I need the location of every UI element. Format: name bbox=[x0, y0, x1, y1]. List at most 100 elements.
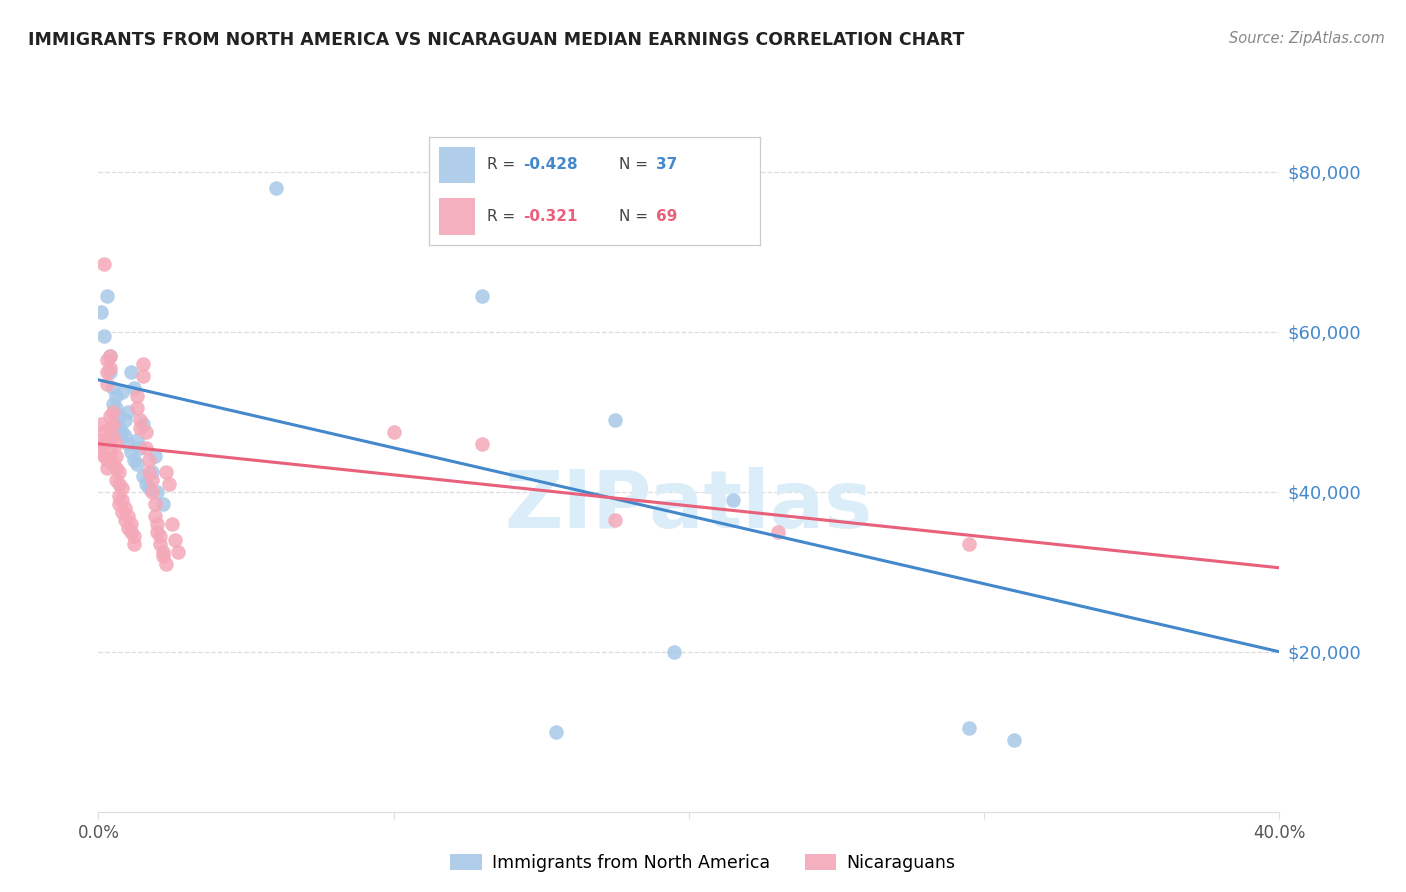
Point bbox=[96, 453, 118, 467]
Point bbox=[766, 524, 789, 539]
Point bbox=[122, 537, 145, 551]
Point bbox=[114, 513, 136, 527]
Point bbox=[155, 557, 177, 571]
Point bbox=[146, 524, 169, 539]
Point bbox=[108, 409, 131, 423]
Point bbox=[105, 389, 128, 403]
Point bbox=[125, 457, 148, 471]
Point bbox=[605, 413, 627, 427]
Point bbox=[120, 365, 142, 379]
Point bbox=[114, 413, 136, 427]
Point bbox=[93, 329, 115, 343]
Point bbox=[111, 425, 134, 439]
Text: ZIPatlas: ZIPatlas bbox=[505, 467, 873, 545]
Point bbox=[138, 453, 160, 467]
Point bbox=[93, 437, 115, 451]
Point bbox=[141, 465, 163, 479]
Point bbox=[96, 352, 118, 367]
Point bbox=[959, 721, 981, 735]
Point bbox=[167, 545, 190, 559]
Point bbox=[125, 389, 148, 403]
Point bbox=[382, 425, 405, 439]
Point bbox=[103, 405, 125, 419]
Point bbox=[105, 449, 128, 463]
Point bbox=[128, 441, 150, 455]
Point bbox=[132, 368, 155, 383]
Point bbox=[90, 417, 112, 431]
Point bbox=[108, 489, 131, 503]
Point bbox=[135, 425, 157, 439]
Point bbox=[90, 445, 112, 459]
Point bbox=[108, 465, 131, 479]
Point bbox=[146, 484, 169, 499]
Point bbox=[152, 549, 174, 563]
Point bbox=[117, 405, 139, 419]
Point bbox=[93, 449, 115, 463]
Point bbox=[162, 516, 183, 531]
Point bbox=[471, 437, 494, 451]
Text: IMMIGRANTS FROM NORTH AMERICA VS NICARAGUAN MEDIAN EARNINGS CORRELATION CHART: IMMIGRANTS FROM NORTH AMERICA VS NICARAG… bbox=[28, 31, 965, 49]
Point bbox=[111, 505, 134, 519]
Point bbox=[141, 484, 163, 499]
Point bbox=[128, 421, 150, 435]
Point bbox=[117, 437, 139, 451]
Point bbox=[135, 441, 157, 455]
Point bbox=[98, 409, 121, 423]
Point bbox=[108, 476, 131, 491]
Point bbox=[96, 460, 118, 475]
Point bbox=[117, 508, 139, 523]
Point bbox=[111, 384, 134, 399]
Point bbox=[152, 497, 174, 511]
Point bbox=[98, 360, 121, 375]
Point bbox=[143, 497, 166, 511]
Point bbox=[90, 305, 112, 319]
Legend: Immigrants from North America, Nicaraguans: Immigrants from North America, Nicaragua… bbox=[443, 847, 963, 879]
Point bbox=[108, 421, 131, 435]
Point bbox=[103, 381, 125, 395]
Point bbox=[93, 257, 115, 271]
Point bbox=[143, 508, 166, 523]
Point bbox=[98, 349, 121, 363]
Point bbox=[114, 429, 136, 443]
Point bbox=[111, 492, 134, 507]
Point bbox=[122, 381, 145, 395]
Point bbox=[105, 473, 128, 487]
Point bbox=[120, 516, 142, 531]
Point bbox=[152, 545, 174, 559]
Point bbox=[103, 457, 125, 471]
Point bbox=[120, 524, 142, 539]
Point bbox=[1002, 732, 1025, 747]
Point bbox=[264, 181, 287, 195]
Point bbox=[132, 468, 155, 483]
Point bbox=[132, 417, 155, 431]
Point bbox=[98, 349, 121, 363]
Point bbox=[135, 476, 157, 491]
Point bbox=[111, 481, 134, 495]
Point bbox=[105, 437, 128, 451]
Point bbox=[128, 413, 150, 427]
Point bbox=[103, 429, 125, 443]
Point bbox=[165, 533, 187, 547]
Point bbox=[122, 453, 145, 467]
Point bbox=[141, 473, 163, 487]
Point bbox=[605, 513, 627, 527]
Point bbox=[157, 476, 180, 491]
Text: Source: ZipAtlas.com: Source: ZipAtlas.com bbox=[1229, 31, 1385, 46]
Point bbox=[471, 289, 494, 303]
Point bbox=[546, 724, 568, 739]
Point bbox=[96, 376, 118, 391]
Point bbox=[120, 445, 142, 459]
Point bbox=[149, 537, 172, 551]
Point bbox=[117, 521, 139, 535]
Point bbox=[98, 365, 121, 379]
Point bbox=[125, 433, 148, 447]
Point bbox=[105, 460, 128, 475]
Point bbox=[96, 289, 118, 303]
Point bbox=[98, 421, 121, 435]
Point bbox=[90, 433, 112, 447]
Point bbox=[103, 397, 125, 411]
Point bbox=[114, 500, 136, 515]
Point bbox=[664, 645, 686, 659]
Point bbox=[149, 529, 172, 543]
Point bbox=[138, 465, 160, 479]
